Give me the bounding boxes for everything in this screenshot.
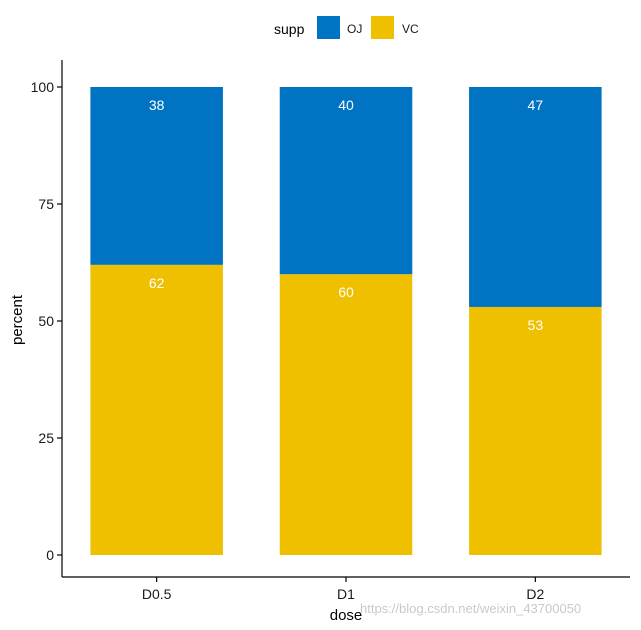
y-tick-label: 50 [38, 313, 54, 329]
bar-labels: 62 38 60 40 53 47 [149, 97, 543, 333]
legend-swatch-oj [317, 16, 340, 39]
bar-vc-d1 [279, 274, 413, 555]
y-tick-label: 100 [31, 79, 55, 95]
legend-label-oj: OJ [347, 22, 362, 36]
bar-oj-d2 [469, 87, 602, 307]
bar-label-oj-d0-5: 38 [149, 97, 165, 113]
x-tick-label: D0.5 [142, 586, 172, 602]
bars [90, 87, 602, 555]
y-tick-label: 0 [46, 547, 54, 563]
y-axis-title: percent [9, 294, 26, 345]
y-tick-label: 25 [38, 430, 54, 446]
bar-label-vc-d0-5: 62 [149, 275, 165, 291]
watermark: https://blog.csdn.net/weixin_43700050 [360, 601, 582, 616]
x-ticks: D0.5 D1 D2 [142, 577, 544, 602]
bar-label-oj-d1: 40 [338, 97, 354, 113]
y-ticks: 0 25 50 75 100 [31, 79, 62, 563]
legend-swatch-vc [371, 16, 394, 39]
bar-label-vc-d2: 53 [528, 317, 544, 333]
bar-vc-d0-5 [90, 264, 223, 555]
x-tick-label: D2 [526, 586, 544, 602]
bar-label-oj-d2: 47 [528, 97, 544, 113]
bar-label-vc-d1: 60 [338, 284, 354, 300]
legend-title: supp [274, 21, 305, 37]
bar-vc-d2 [469, 306, 602, 555]
x-tick-label: D1 [337, 586, 355, 602]
y-tick-label: 75 [38, 196, 54, 212]
x-axis-title: dose [330, 607, 363, 624]
legend: supp OJ VC [274, 16, 419, 39]
bar-oj-d0-5 [90, 87, 223, 265]
bar-oj-d1 [279, 87, 413, 275]
legend-label-vc: VC [402, 22, 419, 36]
